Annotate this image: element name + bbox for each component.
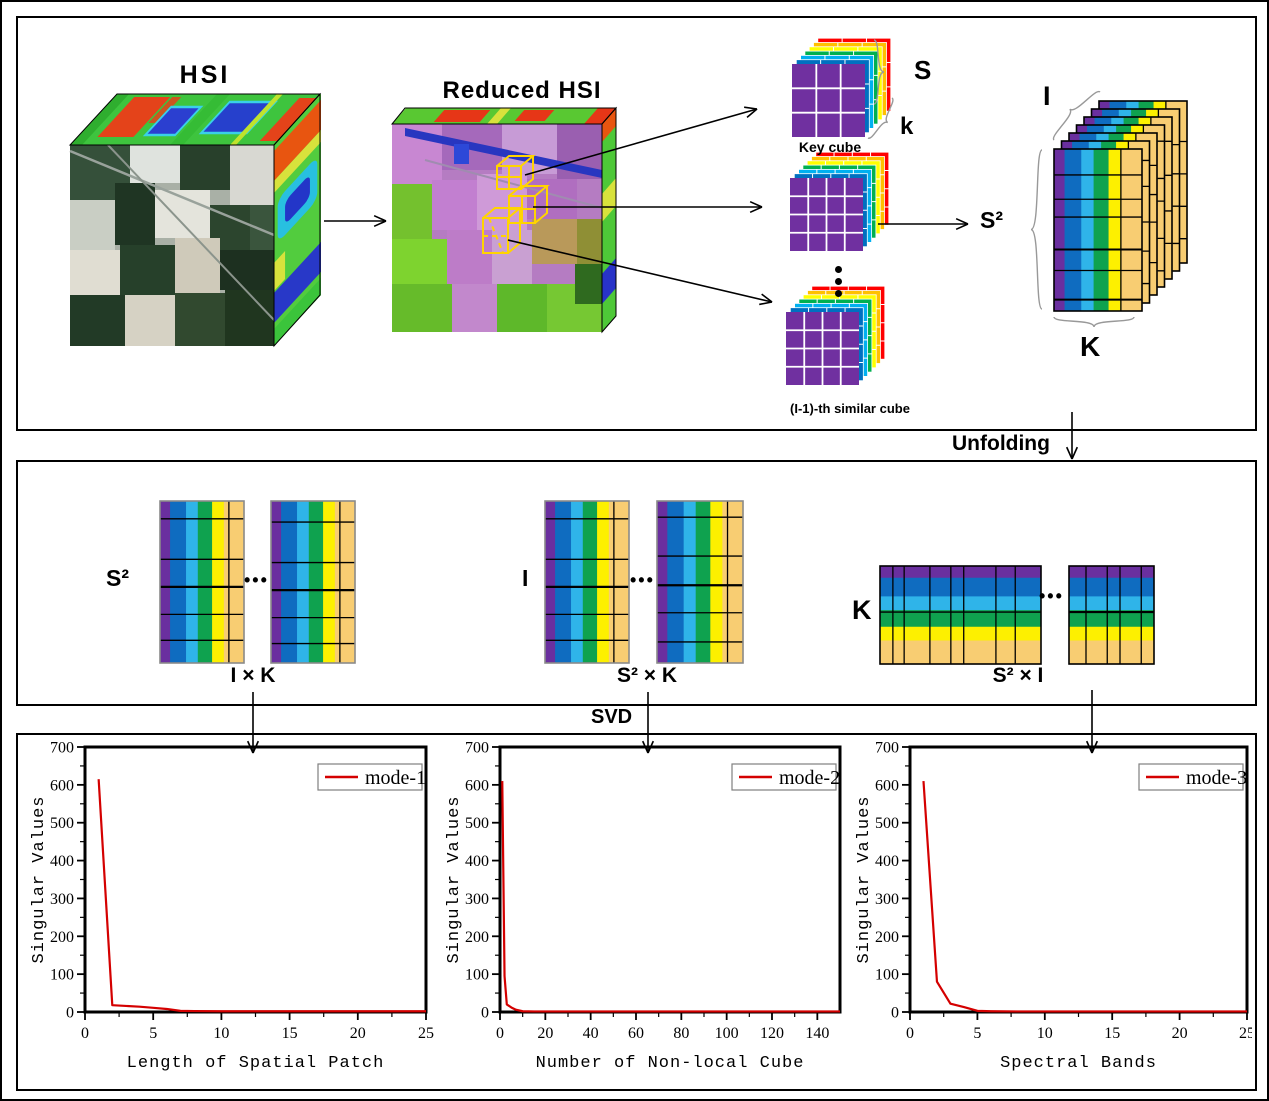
svg-text:140: 140 (805, 1025, 829, 1042)
svg-text:600: 600 (50, 777, 74, 794)
svg-text:400: 400 (875, 853, 899, 870)
svg-text:5: 5 (973, 1025, 981, 1042)
svg-text:700: 700 (50, 740, 74, 757)
svg-text:mode-3: mode-3 (1186, 767, 1247, 789)
chart-mode-2: 0 100 200 300 400 500 600 700 0 20 40 60 80 100 120 140… (445, 740, 842, 1073)
mode1-ellipsis: ••• (244, 570, 269, 590)
svg-text:120: 120 (760, 1025, 784, 1042)
mode1-unfolded-matrix (159, 500, 245, 669)
svg-text:Number of Non-local Cube: Number of Non-local Cube (536, 1054, 805, 1073)
svg-text:200: 200 (875, 929, 899, 946)
brace-s-label: S (914, 55, 932, 85)
svg-text:500: 500 (50, 815, 74, 832)
mode1-side-label: S² (106, 565, 129, 591)
svg-text:80: 80 (673, 1025, 689, 1042)
hsi-title: HSI (179, 61, 231, 89)
mode2-dim-label: S² × K (616, 664, 678, 687)
brace-k-label: k (900, 113, 914, 140)
mode3-unfolded-matrix-2 (1068, 565, 1155, 670)
chart-mode-3: 0 100 200 300 400 500 600 700 0 5 10 15 20 25 Singular… (855, 740, 1252, 1074)
key-cube-graphic (790, 34, 896, 140)
svg-text:400: 400 (465, 853, 489, 870)
svg-text:0: 0 (81, 1025, 89, 1042)
svg-text:20: 20 (537, 1025, 553, 1042)
svg-text:Singular Values: Singular Values (30, 795, 49, 963)
svg-text:300: 300 (50, 891, 74, 908)
svg-text:20: 20 (350, 1025, 366, 1042)
mode2-unfolded-matrix (544, 500, 630, 669)
svg-text:200: 200 (465, 929, 489, 946)
reduced-hsi-cube-image (390, 106, 618, 334)
svg-text:Length of Spatial Patch: Length of Spatial Patch (127, 1054, 385, 1073)
mode3-side-label: K (852, 595, 872, 625)
svg-text:100: 100 (715, 1025, 739, 1042)
svg-text:Singular Values: Singular Values (855, 795, 874, 963)
unfolding-label: Unfolding (952, 432, 1050, 455)
key-cube-label: Key cube (798, 139, 862, 155)
svg-text:700: 700 (465, 740, 489, 757)
chart-mode-1: 0 100 200 300 400 500 600 700 0 5 10 15 20 25 Singular… (30, 740, 434, 1074)
svg-text:0: 0 (66, 1005, 74, 1022)
svd-label: SVD (591, 706, 633, 728)
svg-text:500: 500 (465, 815, 489, 832)
hsi-cube-image (68, 92, 322, 348)
svg-text:400: 400 (50, 853, 74, 870)
svg-text:300: 300 (875, 891, 899, 908)
svg-text:15: 15 (1104, 1025, 1120, 1042)
svg-text:10: 10 (1037, 1025, 1053, 1042)
s2-arrow-label: S² (980, 207, 1003, 233)
svg-text:0: 0 (481, 1005, 489, 1022)
similar-cube-label: (I-1)-th similar cube (790, 401, 910, 416)
svg-text:500: 500 (875, 815, 899, 832)
svg-text:40: 40 (583, 1025, 599, 1042)
svg-text:20: 20 (1172, 1025, 1188, 1042)
tensor-depth-label: I (1043, 81, 1051, 111)
mode2-ellipsis: ••• (630, 570, 655, 590)
svg-text:25: 25 (418, 1025, 434, 1042)
mode2-unfolded-matrix-2 (656, 500, 744, 669)
svg-text:25: 25 (1239, 1025, 1252, 1042)
svg-text:100: 100 (875, 967, 899, 984)
svg-text:5: 5 (149, 1025, 157, 1042)
svg-text:100: 100 (465, 967, 489, 984)
svg-text:600: 600 (875, 777, 899, 794)
mode3-dim-label: S² × I (992, 664, 1044, 687)
svg-text:10: 10 (213, 1025, 229, 1042)
reduced-hsi-title: Reduced HSI (442, 77, 602, 104)
nonlocal-tensor-graphic (1042, 87, 1222, 322)
mode1-unfolded-matrix-2 (270, 500, 356, 669)
mode1-dim-label: I × K (230, 664, 276, 687)
svg-text:100: 100 (50, 967, 74, 984)
svg-text:0: 0 (496, 1025, 504, 1042)
tensor-width-label: K (1080, 331, 1101, 362)
svg-text:300: 300 (465, 891, 489, 908)
svg-text:mode-2: mode-2 (779, 767, 840, 789)
svg-text:200: 200 (50, 929, 74, 946)
svg-text:mode-1: mode-1 (365, 767, 426, 789)
panel-svd-plots (16, 733, 1257, 1091)
mode3-ellipsis: ••• (1039, 586, 1064, 606)
svg-text:15: 15 (282, 1025, 298, 1042)
svg-text:0: 0 (906, 1025, 914, 1042)
svg-text:600: 600 (465, 777, 489, 794)
mode3-unfolded-matrix (879, 565, 1042, 670)
vertical-ellipsis (835, 266, 842, 297)
mode2-side-label: I (522, 565, 529, 591)
similar-cube-graphic (788, 148, 894, 254)
svg-text:Singular Values: Singular Values (445, 795, 464, 963)
last-similar-cube-graphic (784, 282, 890, 388)
svg-text:0: 0 (891, 1005, 899, 1022)
svg-text:60: 60 (628, 1025, 644, 1042)
svg-text:Spectral Bands: Spectral Bands (1000, 1054, 1157, 1073)
svg-text:700: 700 (875, 740, 899, 757)
